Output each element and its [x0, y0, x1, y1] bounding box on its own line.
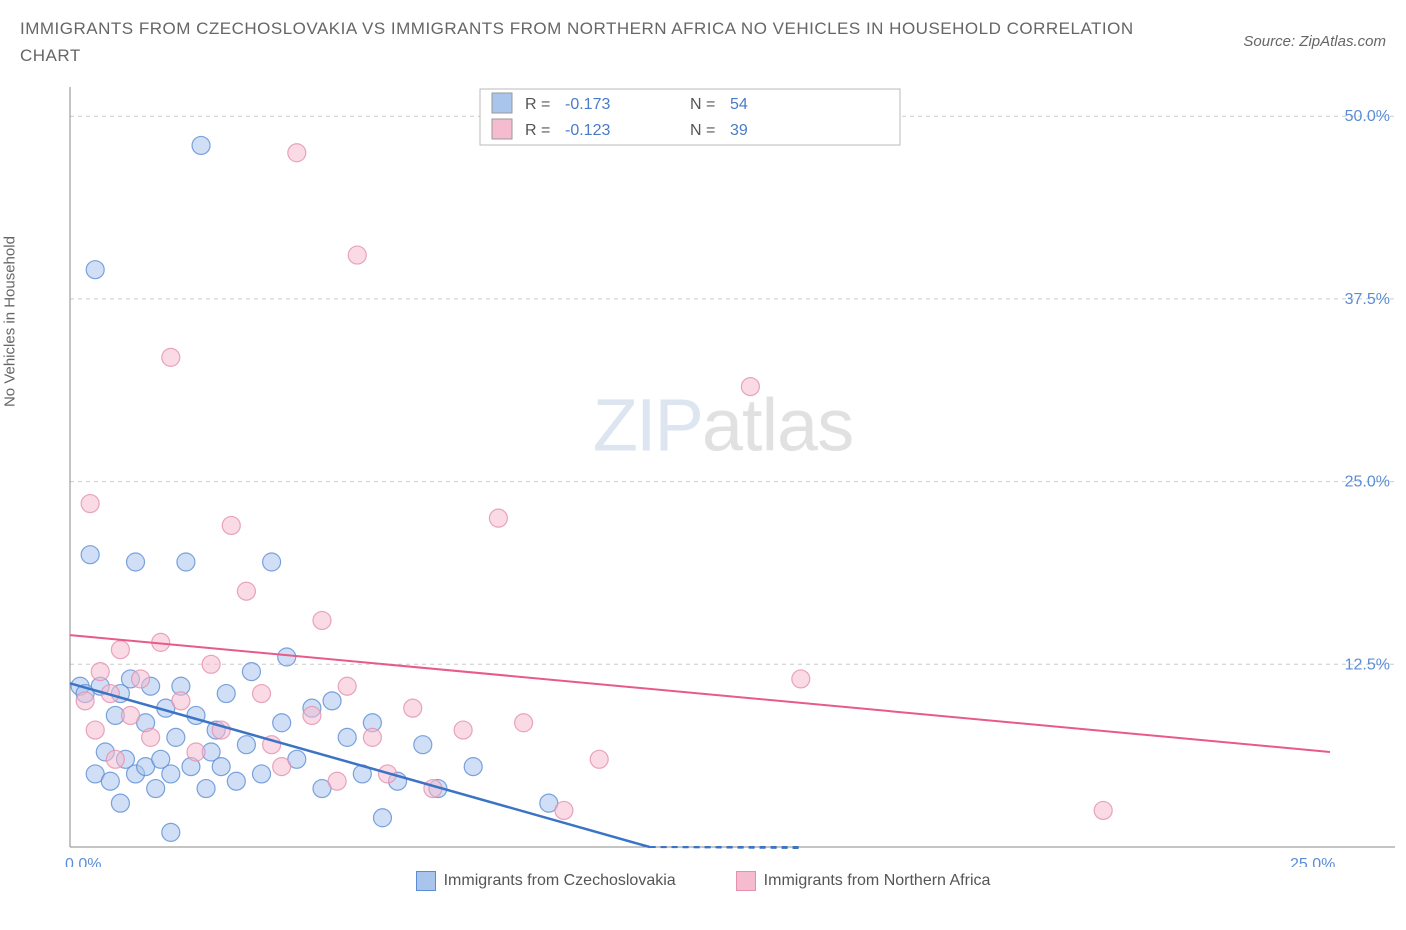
svg-text:-0.173: -0.173: [565, 96, 610, 113]
scatter-plot: 12.5% 25.0% 37.5% 50.0% 0.0% 25.0% R = -0.173 N …: [60, 77, 1400, 867]
svg-text:37.5%: 37.5%: [1345, 291, 1390, 308]
svg-text:25.0%: 25.0%: [1345, 474, 1390, 491]
plot-container: 12.5%25.0%37.5%50.0%0.0%25.0%R =-0.173N …: [60, 77, 1386, 867]
chart-area: No Vehicles in Household 12.5%25.0%37.5%…: [20, 77, 1386, 891]
svg-text:50.0%: 50.0%: [1345, 109, 1390, 126]
header: IMMIGRANTS FROM CZECHOSLOVAKIA VS IMMIGR…: [20, 15, 1386, 69]
y-axis-label: No Vehicles in Household: [2, 236, 19, 407]
source-label: Source: ZipAtlas.com: [1243, 33, 1386, 50]
legend-item: Immigrants from Czechoslovakia: [416, 871, 676, 891]
svg-text:R =: R =: [525, 96, 550, 113]
legend-swatch: [736, 871, 756, 891]
svg-text:0.0%: 0.0%: [65, 856, 101, 867]
svg-text:39: 39: [730, 122, 748, 139]
svg-text:54: 54: [730, 96, 748, 113]
legend-item: Immigrants from Northern Africa: [736, 871, 991, 891]
svg-text:R =: R =: [525, 122, 550, 139]
chart-title: IMMIGRANTS FROM CZECHOSLOVAKIA VS IMMIGR…: [20, 15, 1170, 69]
svg-text:N =: N =: [690, 96, 715, 113]
legend: Immigrants from Czechoslovakia Immigrants…: [20, 871, 1386, 891]
svg-text:25.0%: 25.0%: [1290, 856, 1335, 867]
legend-swatch: [416, 871, 436, 891]
svg-text:-0.123: -0.123: [565, 122, 610, 139]
legend-label: Immigrants from Czechoslovakia: [444, 872, 676, 890]
svg-text:12.5%: 12.5%: [1345, 657, 1390, 674]
svg-text:N =: N =: [690, 122, 715, 139]
legend-label: Immigrants from Northern Africa: [764, 872, 991, 890]
